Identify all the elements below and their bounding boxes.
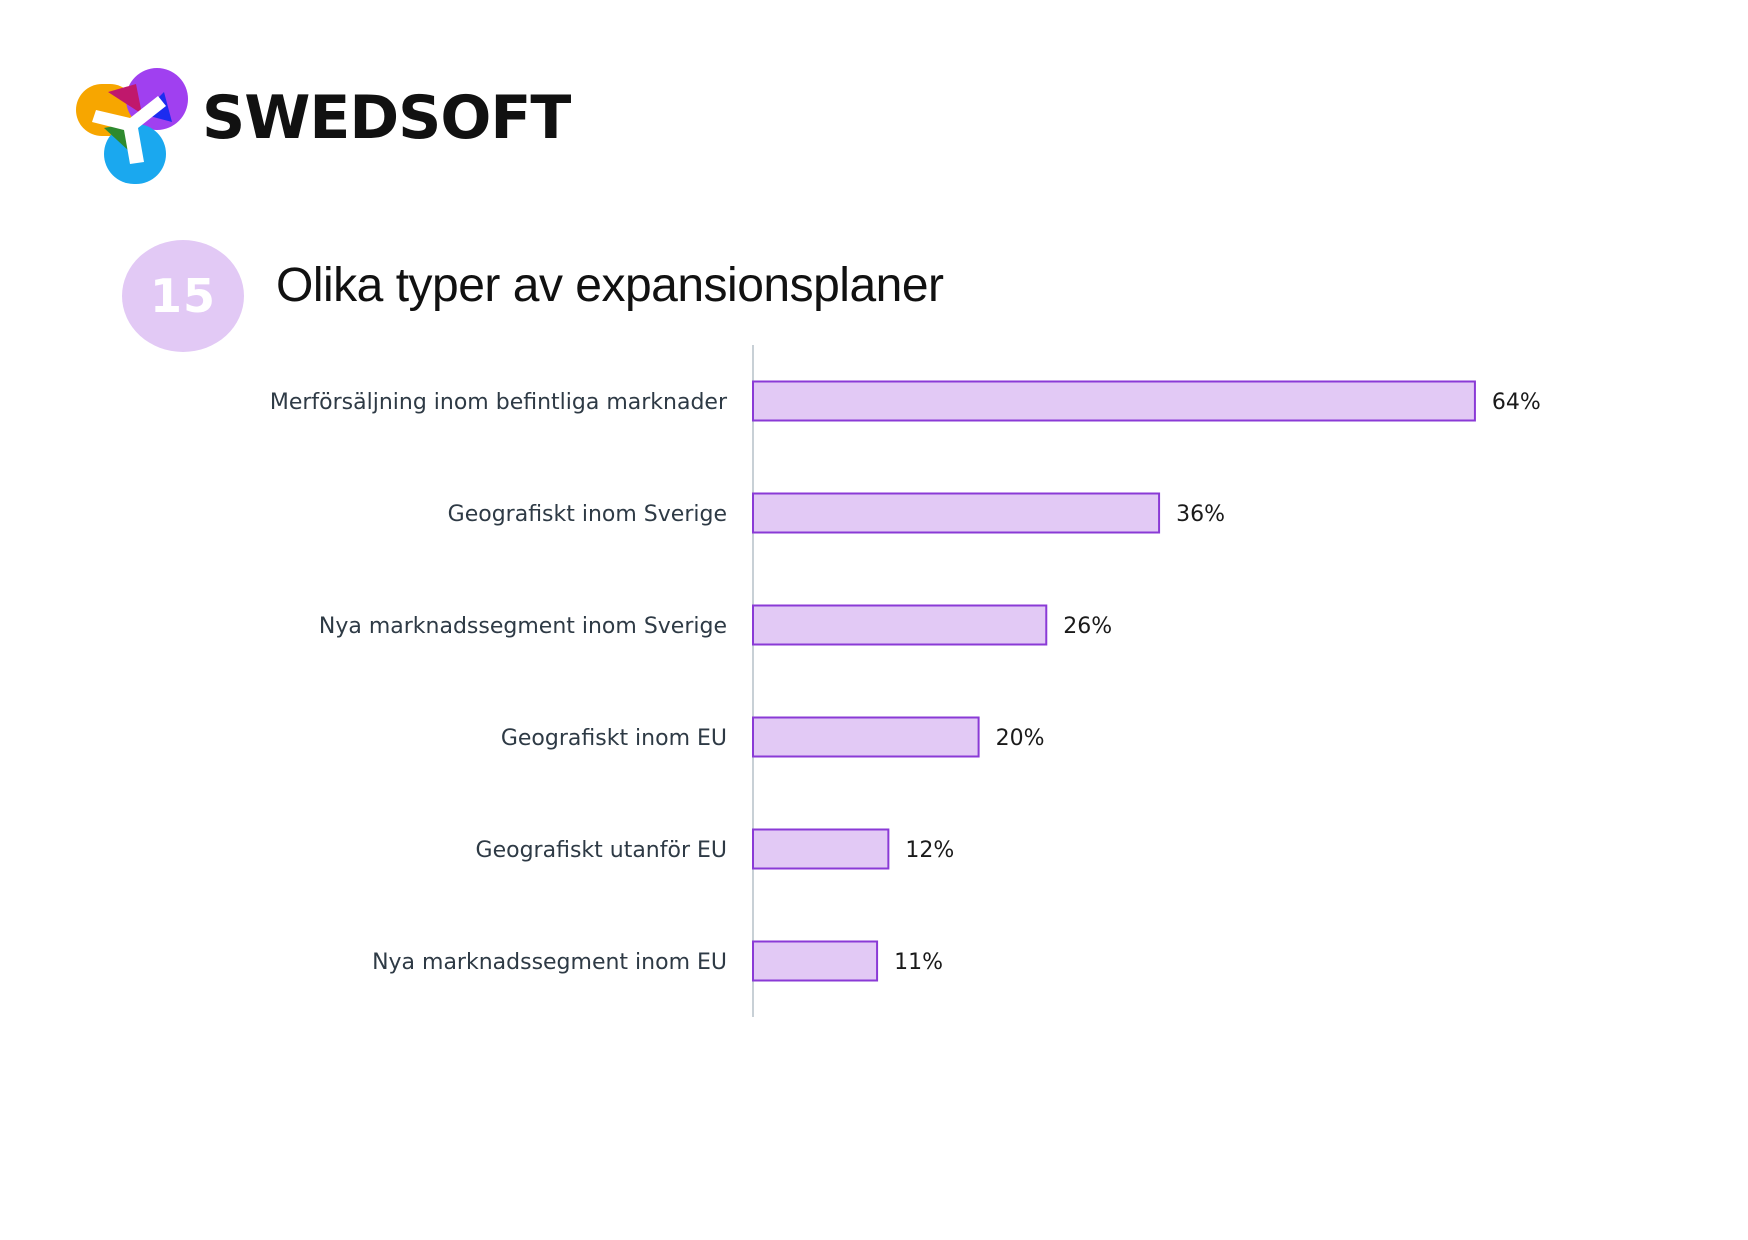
category-label-3: Geografiskt inom EU bbox=[501, 726, 727, 751]
category-labels-group: Merförsäljning inom befintliga marknader… bbox=[270, 390, 728, 975]
section-number: 15 bbox=[149, 269, 216, 323]
section-number-badge: 15 bbox=[122, 240, 244, 352]
swedsoft-logo: SWEDSOFT bbox=[74, 66, 594, 186]
value-label-2: 26% bbox=[1063, 614, 1112, 639]
bars-group bbox=[752, 380, 1476, 982]
value-label-3: 20% bbox=[996, 726, 1045, 751]
value-label-4: 12% bbox=[905, 838, 954, 863]
bar-5 bbox=[752, 940, 879, 982]
bar-3 bbox=[752, 716, 980, 758]
value-label-5: 11% bbox=[894, 950, 943, 975]
swedsoft-logo-mark-icon bbox=[76, 68, 188, 184]
bar-2 bbox=[752, 604, 1048, 646]
brand-name: SWEDSOFT bbox=[202, 83, 571, 153]
value-label-0: 64% bbox=[1492, 390, 1541, 415]
category-label-4: Geografiskt utanför EU bbox=[476, 838, 727, 863]
category-label-2: Nya marknadssegment inom Sverige bbox=[319, 614, 727, 639]
category-label-5: Nya marknadssegment inom EU bbox=[372, 950, 727, 975]
bar-0 bbox=[752, 380, 1476, 422]
bar-4 bbox=[752, 828, 890, 870]
value-label-1: 36% bbox=[1176, 502, 1225, 527]
category-label-0: Merförsäljning inom befintliga marknader bbox=[270, 390, 728, 415]
bar-1 bbox=[752, 492, 1161, 534]
category-label-1: Geografiskt inom Sverige bbox=[448, 502, 727, 527]
chart-title: Olika typer av expansionsplaner bbox=[276, 259, 944, 312]
value-labels-group: 64% 36% 26% 20% 12% 11% bbox=[894, 390, 1541, 975]
